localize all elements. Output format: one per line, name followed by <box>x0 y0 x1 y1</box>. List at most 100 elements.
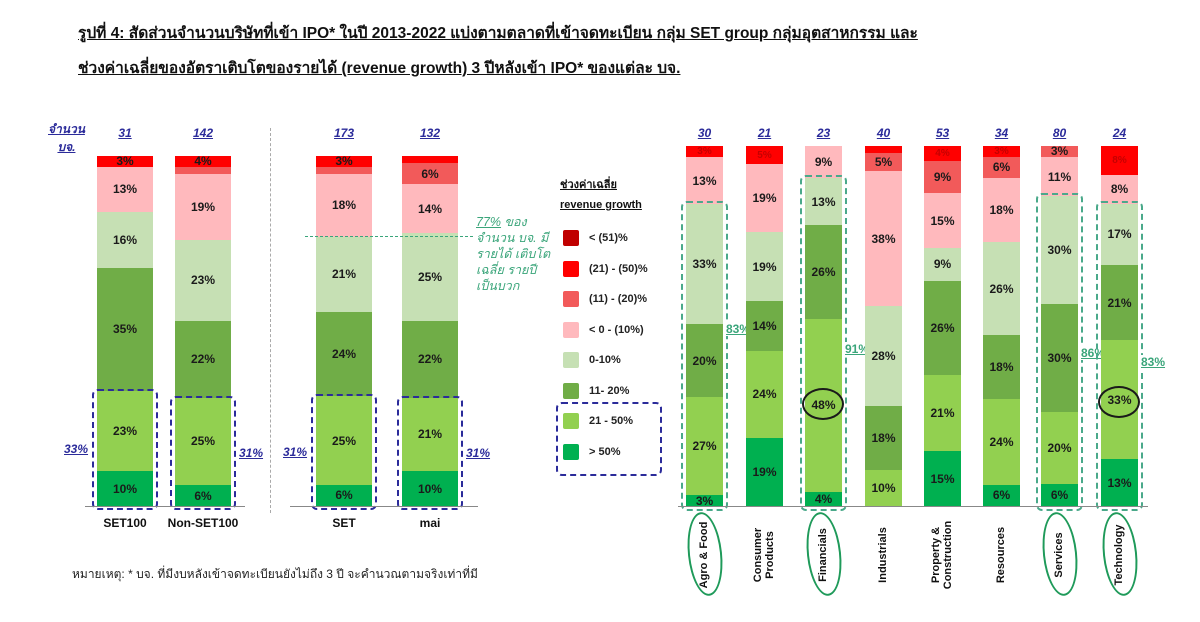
stacked-bar: 4% 9% 15% 9% 26% 21% 15% <box>924 146 961 506</box>
bar-segment: 9% <box>924 160 961 194</box>
legend-title: ช่วงค่าเฉลี่ย revenue growth <box>560 175 642 215</box>
positive-growth-annotation: 77% ของ จำนวน บจ. มีรายได้ เติบโตเฉลี่ย … <box>476 214 556 294</box>
bar-segment: 19% <box>746 232 783 301</box>
category-label: mai <box>419 516 441 530</box>
bar-segment: 6% <box>316 484 372 506</box>
bar-segment: 20% <box>686 324 723 397</box>
highlight-box <box>170 395 236 510</box>
bar-segment: 21% <box>316 237 372 312</box>
bar-segment: 20% <box>1041 412 1078 485</box>
bar-segment: 13% <box>805 178 842 226</box>
legend-label: > 50% <box>589 445 621 458</box>
stacked-bar: 3% 6% 18% 26% 18% 24% 6% <box>983 146 1020 506</box>
company-count: 40 <box>876 126 891 140</box>
category-label: Non-SET100 <box>167 516 239 530</box>
bar-segment: 30% <box>1041 196 1078 305</box>
highlight-box <box>681 201 728 511</box>
bar-segment: 10% <box>402 471 458 506</box>
bar-segment: 3% <box>1041 146 1078 157</box>
chart-divider <box>270 128 271 513</box>
company-count: 31 <box>118 126 132 140</box>
bar-segment: 3% <box>686 146 723 157</box>
stacked-bar: 3% 13% 16% 35% 23% 10% <box>97 156 153 506</box>
bar-segment: 15% <box>924 451 961 506</box>
category-label: Resources <box>994 526 1007 584</box>
company-count: 132 <box>419 126 441 140</box>
legend-item: 0-10% <box>563 352 621 368</box>
figure-title-line-1: รูปที่ 4: สัดส่วนจำนวนบริษัทที่เข้า IPO*… <box>78 25 918 42</box>
bar-segment: 4% <box>175 156 231 167</box>
legend-label: (21) - (50)% <box>589 262 648 275</box>
legend-item: < (51)% <box>563 230 628 246</box>
stacked-bar: 5% 19% 19% 14% 24% 19% <box>746 146 783 506</box>
bar-segment: 3% <box>983 146 1020 157</box>
footnote: หมายเหตุ: * บจ. ที่มีงบหลังเข้าจดทะเบียน… <box>72 567 478 581</box>
bar-segment: 8% <box>1101 146 1138 175</box>
figure-title-line-2: ช่วงค่าเฉลี่ยของอัตราเติบโตของรายได้ (re… <box>78 60 681 77</box>
company-count: 53 <box>935 126 950 140</box>
bar-segment: 26% <box>983 242 1020 335</box>
positive-growth-threshold-line <box>305 236 473 237</box>
bar-segment: 24% <box>746 351 783 438</box>
highlight-box-label: 91% <box>844 342 871 356</box>
bar-segment: 38% <box>865 170 902 307</box>
x-axis-line <box>678 506 1148 507</box>
legend-swatch <box>563 413 579 429</box>
bar-segment: 13% <box>686 156 723 205</box>
bar-segment: 9% <box>924 247 961 281</box>
legend-item: 11- 20% <box>563 382 629 399</box>
bar-segment: 10% <box>865 470 902 506</box>
bar-segment: 13% <box>1101 459 1138 506</box>
legend-title-line-1: ช่วงค่าเฉลี่ย <box>560 179 617 191</box>
legend-item: (21) - (50)% <box>563 260 648 277</box>
legend-swatch <box>563 230 579 246</box>
highlight-box-label: 83% <box>1140 355 1167 369</box>
stacked-bar: 6% 14% 25% 22% 21% 10% <box>402 156 458 506</box>
highlight-box <box>800 175 847 511</box>
bar-segment: 21% <box>1101 264 1138 341</box>
bar-segment: 30% <box>1041 304 1078 413</box>
bar-segment: 16% <box>97 212 153 268</box>
highlight-box <box>397 395 463 510</box>
stacked-bar: 4% 19% 23% 22% 25% 6% <box>175 156 231 506</box>
company-count: 23 <box>816 126 831 140</box>
bar-segment: 18% <box>865 406 902 471</box>
stacked-bar: 8% 8% 17% 21% 33% 13% <box>1101 146 1138 506</box>
bar-segment: 23% <box>97 390 153 471</box>
highlight-box <box>1096 200 1143 511</box>
highlight-box-label: 31% <box>239 445 264 460</box>
legend-swatch <box>563 321 579 338</box>
highlight-box-label: 83% <box>725 322 752 336</box>
bar-segment: 6% <box>983 156 1020 179</box>
highlight-box-label: 31% <box>283 445 308 460</box>
bar-segment: 13% <box>97 166 153 212</box>
bar-segment: 19% <box>746 164 783 233</box>
highlight-box-label: 86% <box>1080 346 1107 360</box>
company-count: 173 <box>333 126 355 140</box>
category-label: SET <box>332 516 356 530</box>
highlight-box-label: 33% <box>64 442 89 457</box>
bar-segment: 21% <box>924 375 961 452</box>
bar-segment: 18% <box>316 173 372 238</box>
bar-segment: 6% <box>983 484 1020 506</box>
financials-48-circle <box>802 388 844 420</box>
legend-item: < 0 - (10%) <box>563 321 644 338</box>
legend-swatch <box>563 352 579 368</box>
category-label: SET100 <box>103 516 147 530</box>
category-highlight-oval <box>1038 510 1081 598</box>
category-label: Consumer Products <box>751 527 776 583</box>
bar-segment: 26% <box>924 280 961 376</box>
legend-item: 21 - 50% <box>563 413 633 429</box>
bar-segment: 4% <box>805 491 842 506</box>
legend-label: 21 - 50% <box>589 415 634 427</box>
bar-segment: 11% <box>1041 156 1078 197</box>
bar-segment: 25% <box>402 233 458 321</box>
highlight-box <box>311 394 377 510</box>
annotation-text: ของ จำนวน บจ. มีรายได้ เติบโตเฉลี่ย รายป… <box>476 215 551 293</box>
bar-segment: 5% <box>865 153 902 171</box>
x-axis-line <box>290 506 478 507</box>
company-count: 21 <box>757 126 772 140</box>
count-axis-label-line-2: บจ. <box>57 140 76 154</box>
stacked-bar: 3% 13% 33% 20% 27% 3% <box>686 146 723 506</box>
bar-segment: 3% <box>686 495 723 506</box>
